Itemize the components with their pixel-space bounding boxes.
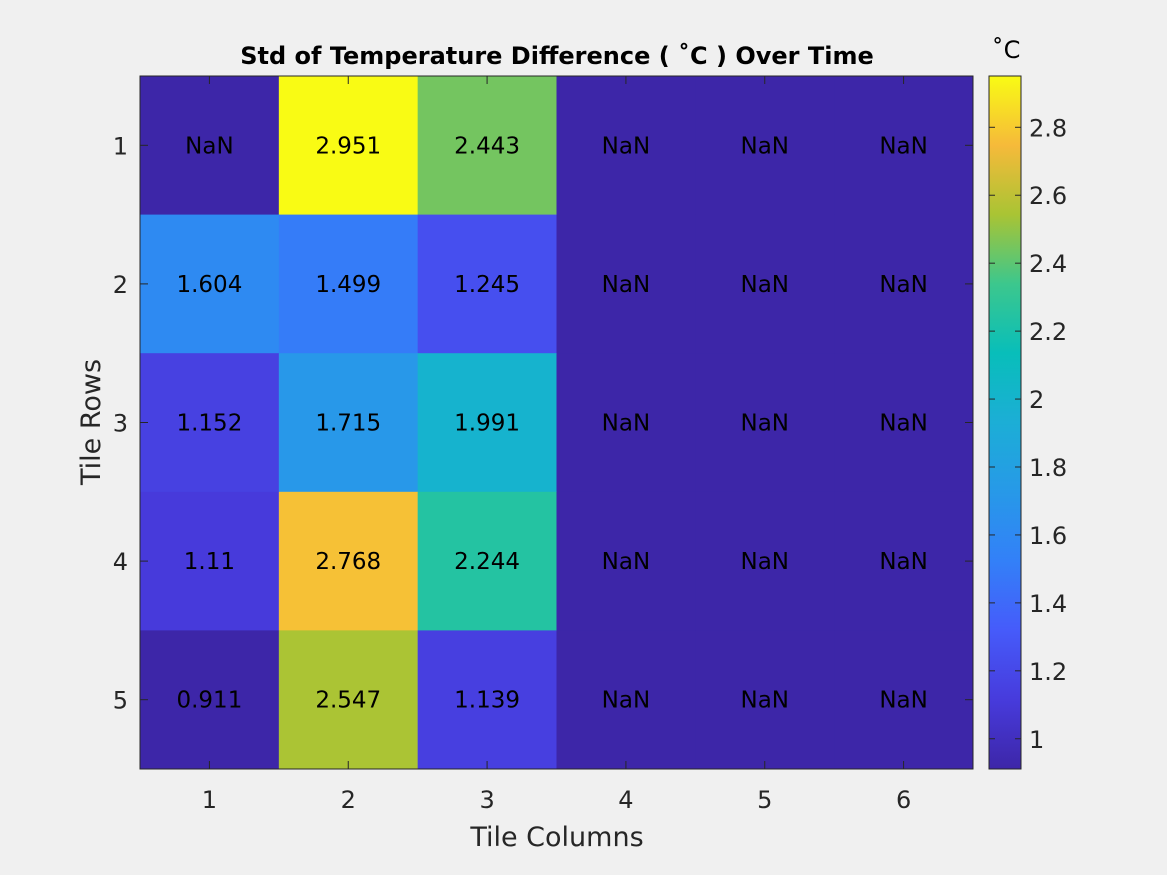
- cell-value-label: NaN: [879, 133, 928, 159]
- cell-value-label: NaN: [740, 272, 789, 298]
- heatmap-cell: [834, 76, 974, 216]
- cell-value-label: 2.768: [315, 549, 381, 575]
- heatmap-cell: [417, 491, 557, 631]
- cell-value-label: 2.547: [315, 688, 381, 714]
- cell-value-label: 1.245: [454, 272, 520, 298]
- heatmap-cell: [278, 491, 419, 631]
- y-tick-label: 3: [113, 410, 128, 438]
- cell-value-label: 2.951: [315, 133, 381, 159]
- cell-value-label: NaN: [879, 688, 928, 714]
- y-tick-label: 5: [113, 687, 128, 715]
- heatmap-cell: [695, 630, 835, 770]
- heatmap-cell: [140, 214, 280, 354]
- heatmap-cell: [834, 214, 974, 354]
- colorbar: ˚C 1 1.2 1.4 1.6 1.8 2 2.2 2.4 2.6 2.8: [988, 36, 1067, 770]
- heatmap-cell: [417, 630, 557, 770]
- cell-value-label: 1.604: [176, 272, 242, 298]
- chart-title: Std of Temperature Difference ( ˚C ) Ove…: [240, 42, 874, 70]
- colorbar-tick-label: 2.6: [1029, 182, 1067, 210]
- cell-value-label: 1.991: [454, 411, 520, 437]
- x-tick-label: 3: [479, 786, 494, 814]
- heatmap-cell: [834, 353, 974, 493]
- x-tick-label: 6: [896, 786, 911, 814]
- heatmap-cells: [140, 76, 974, 770]
- x-tick-label: 2: [341, 786, 356, 814]
- x-axis-label: Tile Columns: [469, 822, 643, 853]
- colorbar-title: ˚C: [992, 36, 1021, 64]
- heatmap-cell: [834, 630, 974, 770]
- heatmap-cell: [695, 76, 835, 216]
- cell-value-label: NaN: [879, 411, 928, 437]
- x-tick-label: 4: [618, 786, 633, 814]
- cell-value-label: 0.911: [176, 688, 242, 714]
- colorbar-gradient: [988, 75, 1022, 770]
- cell-value-label: 2.244: [454, 549, 520, 575]
- cell-value-label: NaN: [740, 411, 789, 437]
- y-axis-ticks: 1 2 3 4 5: [113, 132, 973, 715]
- x-tick-label: 1: [202, 786, 217, 814]
- heatmap-cell: [140, 491, 280, 631]
- cell-value-label: 1.715: [315, 411, 381, 437]
- colorbar-ticks: 1 1.2 1.4 1.6 1.8 2 2.2 2.4 2.6 2.8: [989, 114, 1067, 754]
- x-tick-label: 5: [757, 786, 772, 814]
- heatmap-cell: [695, 353, 835, 493]
- heatmap-cell: [278, 630, 419, 770]
- colorbar-tick-label: 2.8: [1029, 114, 1067, 142]
- y-tick-label: 1: [113, 132, 128, 160]
- cell-value-label: NaN: [879, 272, 928, 298]
- cell-value-label: 2.443: [454, 133, 520, 159]
- heatmap-cell: [556, 491, 696, 631]
- cell-value-label: 1.139: [454, 688, 520, 714]
- heatmap-cell: [278, 214, 419, 354]
- heatmap-cell: [140, 630, 280, 770]
- cell-value-label: NaN: [602, 133, 651, 159]
- cell-value-label: NaN: [879, 549, 928, 575]
- heatmap-cell: [695, 214, 835, 354]
- cell-value-label: 1.152: [176, 411, 242, 437]
- cell-value-label: NaN: [602, 688, 651, 714]
- heatmap-cell: [140, 353, 280, 493]
- colorbar-tick-label: 1.6: [1029, 522, 1067, 550]
- y-tick-label: 2: [113, 271, 128, 299]
- cell-value-label: NaN: [740, 549, 789, 575]
- cell-value-label: NaN: [602, 272, 651, 298]
- colorbar-tick-label: 1.2: [1029, 658, 1067, 686]
- y-axis-label: Tile Rows: [76, 359, 107, 486]
- heatmap-cell: [556, 353, 696, 493]
- cell-value-label: NaN: [602, 411, 651, 437]
- heatmap-cell: [140, 76, 280, 216]
- colorbar-tick-label: 1.8: [1029, 454, 1067, 482]
- cell-value-label: NaN: [740, 133, 789, 159]
- heatmap-cell: [834, 491, 974, 631]
- y-tick-label: 4: [113, 548, 128, 576]
- heatmap-cell: [556, 214, 696, 354]
- heatmap-cell: [417, 214, 557, 354]
- colorbar-tick-label: 2.4: [1029, 250, 1067, 278]
- colorbar-tick-label: 1.4: [1029, 590, 1067, 618]
- colorbar-tick-label: 2.2: [1029, 318, 1067, 346]
- colorbar-tick-label: 1: [1029, 726, 1044, 754]
- heatmap-cell: [556, 76, 696, 216]
- cell-value-label: 1.11: [184, 549, 235, 575]
- heatmap-cell: [278, 353, 419, 493]
- heatmap-cell: [695, 491, 835, 631]
- heatmap-cell: [556, 630, 696, 770]
- cell-value-label: NaN: [602, 549, 651, 575]
- cell-value-label: NaN: [740, 688, 789, 714]
- heatmap-cell: [417, 353, 557, 493]
- cell-value-label: 1.499: [315, 272, 381, 298]
- heatmap-cell: [278, 76, 419, 216]
- cell-value-label: NaN: [185, 133, 234, 159]
- heatmap-cell-labels: NaN 2.951 2.443 NaN NaN NaN 1.604 1.499 1.245 NaN…: [176, 133, 927, 713]
- x-axis-ticks: 1 2 3 4 5 6: [202, 76, 911, 814]
- heatmap-cell: [417, 76, 557, 216]
- colorbar-tick-label: 2: [1029, 386, 1044, 414]
